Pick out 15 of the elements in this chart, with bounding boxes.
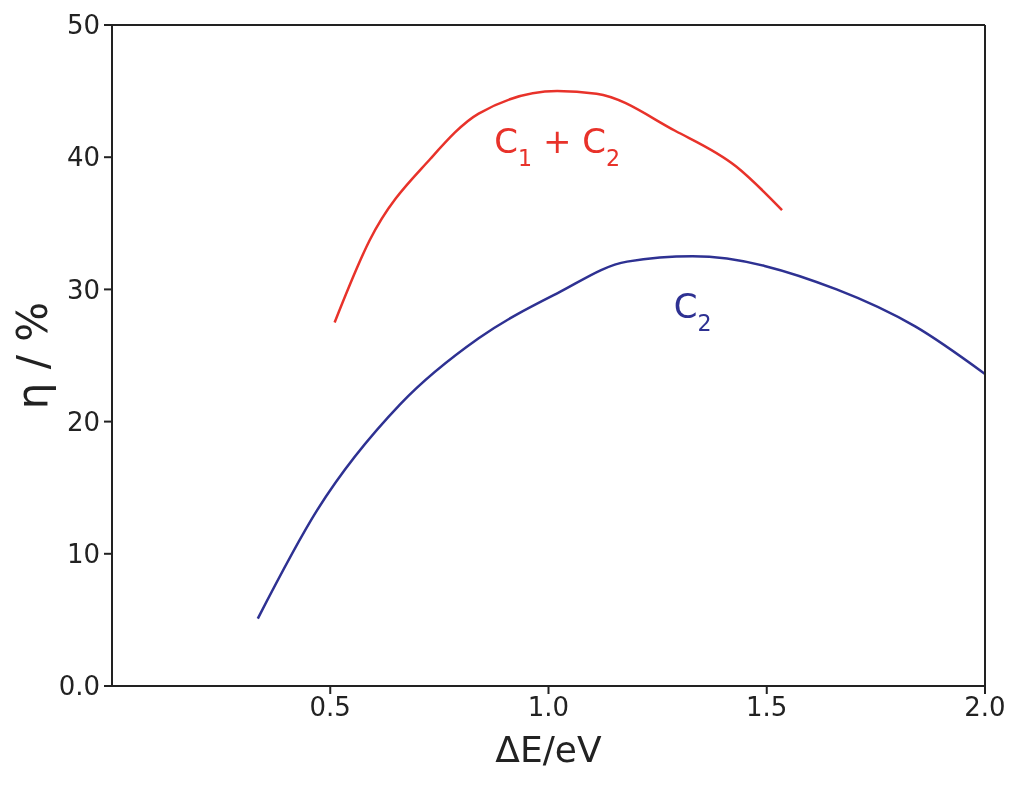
x-tick-label: 1.5: [746, 692, 788, 723]
x-tick-label: 2.0: [964, 692, 1006, 723]
y-tick-label: 50: [66, 10, 100, 41]
series-label: C$_{1}$ + C$_{2}$: [494, 121, 621, 172]
y-axis-title: η / %: [7, 301, 57, 410]
x-tick-label: 0.5: [309, 692, 351, 723]
y-tick-label: 0.0: [58, 671, 100, 702]
y-tick-label: 40: [66, 142, 100, 173]
line-series: [256, 255, 985, 620]
series-label: C$_{2}$: [673, 286, 712, 337]
y-tick-label: 20: [66, 406, 100, 437]
x-axis-title: ΔE/eV: [495, 729, 603, 770]
x-tick-label: 1.0: [527, 692, 570, 723]
y-tick-label: 30: [66, 274, 100, 305]
y-tick-label: 10: [66, 539, 100, 570]
